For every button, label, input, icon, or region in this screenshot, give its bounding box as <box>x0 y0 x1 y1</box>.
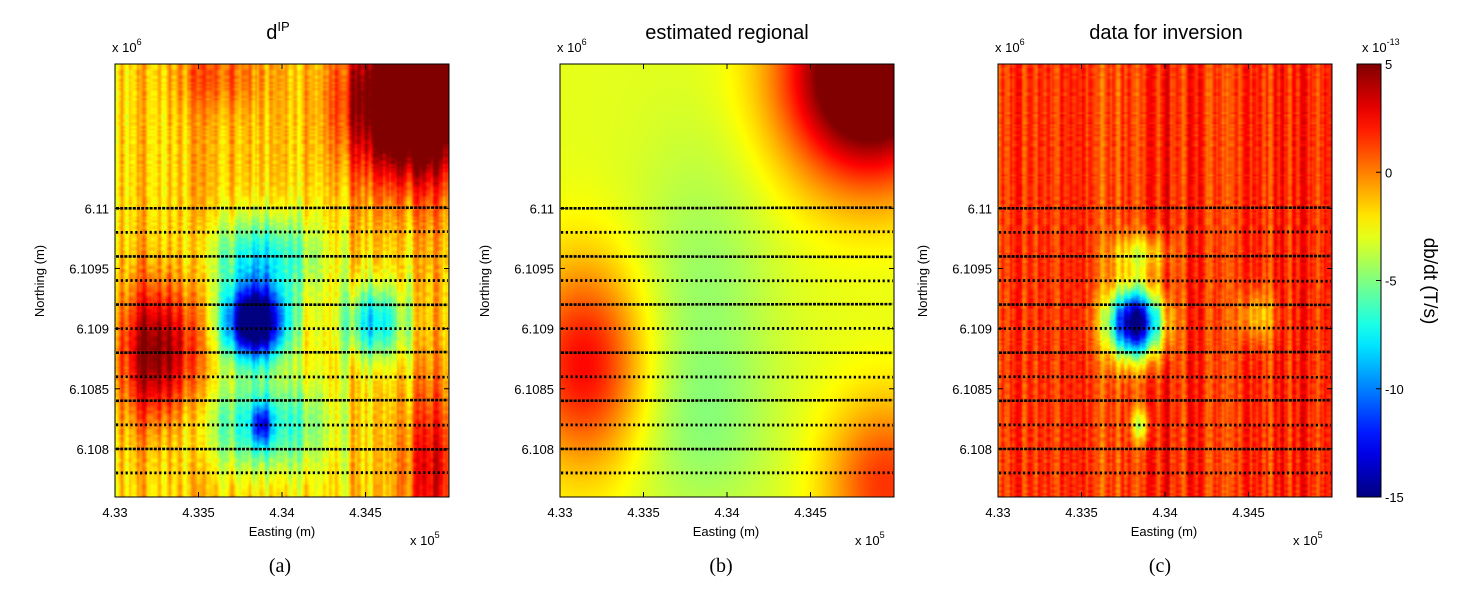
panel-b-subfigure-label: (b) <box>709 555 732 577</box>
colorbar-tick-label: 5 <box>1385 57 1392 72</box>
x-tick-label: 4.33 <box>985 505 1010 520</box>
y-tick-label: 6.1085 <box>514 382 554 397</box>
panel-c-y-exponent: x 106 <box>995 37 1025 55</box>
x-tick-label: 4.335 <box>1065 505 1098 520</box>
survey-line <box>115 206 449 210</box>
survey-line <box>998 398 1332 403</box>
panel-a-x-exponent: x 105 <box>410 530 440 548</box>
colorbar-tick-label: -5 <box>1385 274 1397 289</box>
panel-c-subfigure-label: (c) <box>1149 555 1171 577</box>
colorbar-label: db/dt (T/s) <box>1419 238 1440 325</box>
colorbar-tick-label: -10 <box>1385 382 1404 397</box>
survey-line <box>115 447 449 451</box>
panel-b-x-exponent: x 105 <box>855 530 885 548</box>
y-tick-label: 6.11 <box>530 201 554 216</box>
panel-b-ylabel: Northing (m) <box>477 245 492 317</box>
panel-b-xlabel: Easting (m) <box>693 524 759 539</box>
survey-line <box>998 206 1332 210</box>
y-tick-label: 6.1085 <box>952 382 992 397</box>
y-tick-label: 6.1095 <box>514 261 554 276</box>
y-tick-label: 6.108 <box>521 442 554 457</box>
y-tick-label: 6.1085 <box>69 382 109 397</box>
y-tick-label: 6.11 <box>85 201 109 216</box>
colorbar-tick-label: -15 <box>1385 490 1404 505</box>
panel-c-xlabel: Easting (m) <box>1131 524 1197 539</box>
x-tick-label: 4.34 <box>269 505 294 520</box>
panel-b-title: estimated regional <box>645 22 808 44</box>
survey-line <box>560 398 894 403</box>
x-tick-label: 4.345 <box>349 505 382 520</box>
panel-b-y-exponent: x 106 <box>557 37 587 55</box>
panel-a-title: dIP <box>266 19 289 44</box>
x-tick-label: 4.34 <box>714 505 739 520</box>
panel-a-y-exponent: x 106 <box>112 37 142 55</box>
survey-line <box>560 206 894 210</box>
y-tick-label: 6.1095 <box>952 261 992 276</box>
y-tick-label: 6.1095 <box>69 261 109 276</box>
x-tick-label: 4.33 <box>102 505 127 520</box>
colorbar-exponent: x 10-13 <box>1362 37 1400 55</box>
survey-line <box>115 350 449 354</box>
x-tick-label: 4.335 <box>627 505 660 520</box>
y-tick-label: 6.109 <box>959 322 992 337</box>
panel-a-ylabel: Northing (m) <box>32 245 47 317</box>
y-tick-label: 6.109 <box>521 322 554 337</box>
y-tick-label: 6.109 <box>76 322 109 337</box>
x-tick-label: 4.345 <box>1232 505 1265 520</box>
colorbar-tick-label: 0 <box>1385 165 1392 180</box>
panel-a-subfigure-label: (a) <box>269 555 291 577</box>
panel-c-ylabel: Northing (m) <box>915 245 930 317</box>
survey-line <box>998 350 1332 354</box>
panel-a-xlabel: Easting (m) <box>249 524 315 539</box>
panel-c-title: data for inversion <box>1089 22 1242 44</box>
panel-c: data for inversion x 106 x 105 Easting (… <box>915 22 1333 577</box>
survey-line <box>115 398 449 403</box>
y-tick-label: 6.11 <box>968 201 992 216</box>
x-tick-label: 4.33 <box>547 505 572 520</box>
panel-a: dIP x 106 x 105 Easting (m) Northing (m)… <box>32 19 450 577</box>
x-tick-label: 4.335 <box>182 505 215 520</box>
panel-c-x-exponent: x 105 <box>1293 530 1323 548</box>
y-tick-label: 6.108 <box>76 442 109 457</box>
x-tick-label: 4.34 <box>1152 505 1177 520</box>
panel-b: estimated regional x 106 x 105 Easting (… <box>477 22 895 577</box>
colorbar: x 10-13 db/dt (T/s) 5 0 -5 -10 -15 <box>1356 37 1440 505</box>
x-tick-label: 4.345 <box>794 505 827 520</box>
y-tick-label: 6.108 <box>959 442 992 457</box>
